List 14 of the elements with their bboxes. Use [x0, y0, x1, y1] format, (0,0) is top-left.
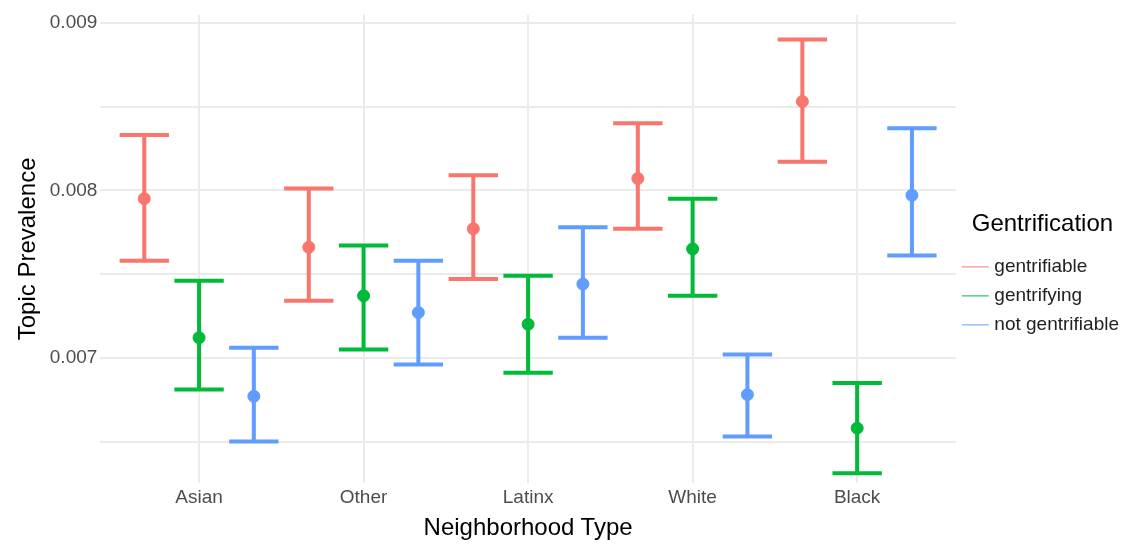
- x-tick-label: Other: [339, 486, 389, 508]
- y-tick-label: 0.007: [49, 346, 98, 368]
- legend-label: gentrifiable: [994, 255, 1088, 277]
- x-tick-label: Black: [833, 486, 881, 508]
- x-axis-title: Neighborhood Type: [423, 513, 633, 541]
- x-tick-label: White: [668, 486, 717, 508]
- y-tick-label: 0.008: [49, 178, 98, 200]
- legend-title: Gentrification: [971, 209, 1114, 237]
- legend-label: not gentrifiable: [994, 313, 1120, 335]
- x-tick-label: Asian: [175, 486, 223, 508]
- x-tick-label: Latinx: [502, 486, 554, 508]
- y-tick-label: 0.009: [49, 11, 98, 33]
- legend-label: gentrifying: [994, 284, 1083, 306]
- y-axis-title: Topic Prevalence: [13, 157, 41, 341]
